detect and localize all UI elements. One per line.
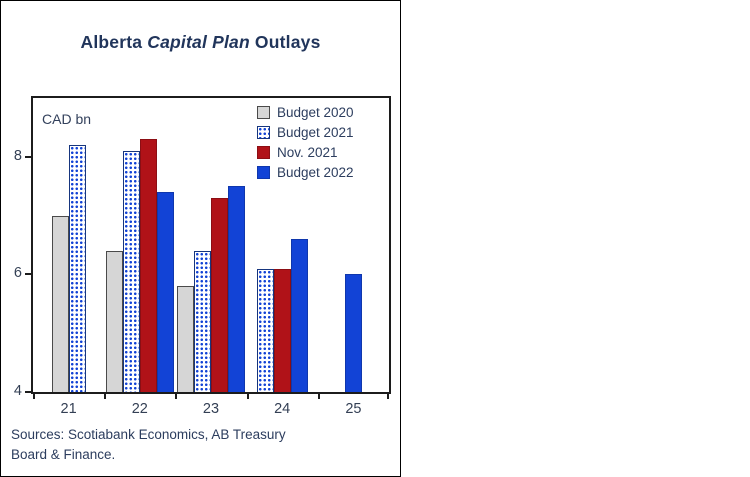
legend-label-budget-2020: Budget 2020 <box>277 105 354 120</box>
x-tick-mark-4 <box>317 394 320 399</box>
y-tick-mark-4 <box>25 391 31 393</box>
x-tick-label-21: 21 <box>60 401 77 417</box>
bar-budget-2022-25 <box>344 274 362 392</box>
legend-swatch-budget-2021 <box>257 126 270 139</box>
legend-swatch-nov-2021 <box>257 146 270 159</box>
legend-item-budget-2021: Budget 2021 <box>257 125 354 140</box>
chart-title-suffix: Outlays <box>249 32 321 52</box>
y-tick-mark-6 <box>25 273 31 276</box>
legend-label-budget-2021: Budget 2021 <box>277 125 354 140</box>
y-tick-label-8: 8 <box>13 147 22 164</box>
bar-budget-2022-22 <box>156 192 174 392</box>
bar-nov-2021-23 <box>211 198 228 392</box>
bar-budget-2021-22 <box>122 151 140 392</box>
bar-budget-2021-23 <box>194 251 211 392</box>
y-tick-label-6: 6 <box>13 265 22 282</box>
bar-budget-2020-23 <box>177 286 194 392</box>
x-tick-mark-0 <box>33 394 35 399</box>
bar-nov-2021-22 <box>139 139 157 392</box>
legend-item-nov-2021: Nov. 2021 <box>257 145 354 160</box>
bar-budget-2022-24 <box>290 239 308 392</box>
x-tick-label-24: 24 <box>274 401 291 417</box>
bar-budget-2020-22 <box>105 251 123 392</box>
sources-line-2: Board & Finance. <box>11 447 116 463</box>
chart-title-prefix: Alberta <box>80 32 148 52</box>
bar-budget-2021-24 <box>256 269 274 392</box>
x-tick-mark-2 <box>175 394 178 399</box>
units-label: CAD bn <box>42 111 92 127</box>
bar-nov-2021-24 <box>273 269 291 392</box>
chart-title-italic: Capital Plan <box>147 32 250 52</box>
x-tick-label-25: 25 <box>345 401 362 417</box>
legend-label-nov-2021: Nov. 2021 <box>277 145 338 160</box>
legend-label-budget-2022: Budget 2022 <box>277 165 354 180</box>
x-tick-label-23: 23 <box>202 401 220 417</box>
legend-swatch-budget-2020 <box>257 106 270 119</box>
plot-area: CAD bn Budget 2020 Budget 2021 Nov. 2021 Bu… <box>31 96 391 394</box>
y-tick-label-4: 4 <box>13 383 22 399</box>
bar-budget-2022-23 <box>228 186 245 392</box>
bar-budget-2021-21 <box>68 145 86 392</box>
chart-title: Alberta Capital Plan Outlays <box>1 32 400 53</box>
x-axis: 21 22 23 24 25 <box>33 394 389 420</box>
legend-item-budget-2020: Budget 2020 <box>257 105 354 120</box>
sources-note: Sources: Scotiabank Economics, AB Treasu… <box>11 425 286 466</box>
y-axis: 4 6 8 <box>1 98 31 399</box>
legend: Budget 2020 Budget 2021 Nov. 2021 Budget 20… <box>257 105 354 180</box>
legend-item-budget-2022: Budget 2022 <box>257 165 354 180</box>
empty-area <box>401 0 750 477</box>
x-tick-mark-5 <box>387 394 389 399</box>
sources-line-1: Sources: Scotiabank Economics, AB Treasu… <box>11 427 286 442</box>
x-tick-mark-1 <box>104 394 107 399</box>
x-tick-label-22: 22 <box>131 401 148 417</box>
chart-card: Alberta Capital Plan Outlays CAD bn Budg… <box>0 0 401 477</box>
y-tick-mark-8 <box>25 155 31 158</box>
x-tick-mark-3 <box>246 394 249 399</box>
legend-swatch-budget-2022 <box>257 166 270 179</box>
bar-budget-2020-21 <box>51 216 69 392</box>
